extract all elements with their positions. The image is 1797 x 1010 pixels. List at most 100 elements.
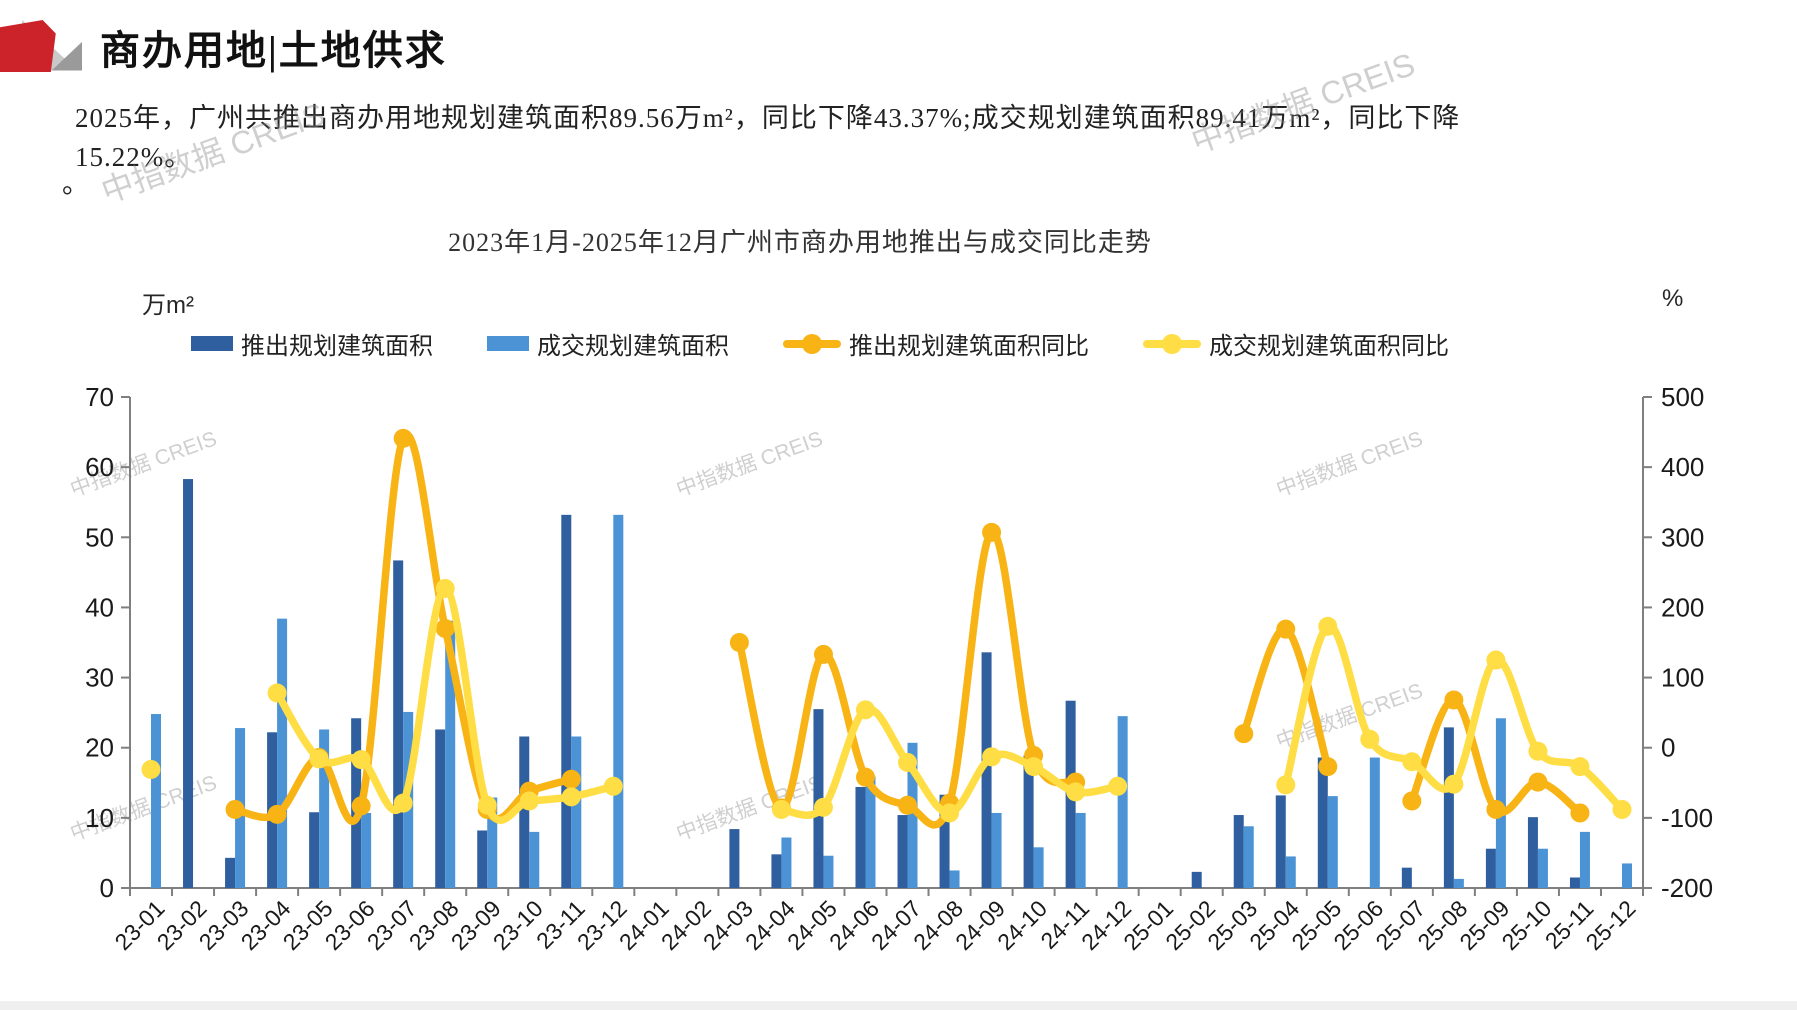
line-supply-yoy-marker [729, 633, 749, 652]
bar-supply [435, 729, 446, 888]
legend-label: 成交规划建筑面积 [537, 334, 729, 360]
bar-transaction [1369, 757, 1380, 888]
bar-supply [981, 652, 992, 888]
line-transaction-yoy-marker [898, 752, 918, 772]
line-supply-yoy-marker [1234, 724, 1254, 744]
bar-supply [771, 854, 782, 888]
bar-supply [1569, 877, 1580, 888]
bar-supply [1527, 817, 1538, 888]
bottom-strip [0, 1001, 1797, 1010]
line-transaction-yoy-marker [1360, 729, 1380, 749]
bar-supply [309, 812, 320, 888]
bar-supply [477, 830, 488, 888]
line-transaction-yoy-marker [813, 797, 833, 817]
line-supply-yoy-marker [1486, 799, 1506, 819]
line-supply-yoy-marker [855, 767, 875, 787]
bar-transaction [613, 514, 624, 888]
line-transaction-yoy-marker [267, 683, 287, 703]
line-supply-yoy-marker [267, 804, 287, 824]
logo-red-shape-icon [0, 20, 56, 72]
bar-transaction [1327, 796, 1338, 888]
left-tick-label: 10 [85, 803, 114, 833]
line-supply-yoy-marker [561, 769, 581, 789]
summary-text-line2: 。 [62, 169, 89, 199]
legend-item-supply-bar: 推出规划建筑面积 [191, 326, 433, 361]
x-tick-label: 24-10 [992, 895, 1052, 955]
bar-transaction [991, 812, 1002, 888]
line-transaction-yoy-marker [393, 793, 413, 813]
right-tick-label: 0 [1661, 733, 1675, 763]
bar-supply [519, 736, 530, 888]
bar-supply [1275, 795, 1286, 888]
creis-logo [0, 20, 82, 72]
line-transaction-yoy-marker [1444, 774, 1464, 794]
bar-transaction [823, 855, 834, 888]
line-supply-yoy-marker [982, 522, 1002, 542]
legend-item-transaction-yoy-line: 成交规划建筑面积同比 [1143, 326, 1449, 361]
bar-supply [1443, 727, 1454, 888]
bar-supply [1191, 871, 1202, 888]
line-transaction-yoy-marker [1570, 757, 1590, 777]
line-transaction-yoy-marker [1402, 752, 1422, 772]
line-supply-yoy-marker [1276, 619, 1296, 639]
bar-supply [729, 829, 740, 888]
bar-transaction [1453, 878, 1464, 888]
bar-supply [561, 514, 572, 888]
x-tick-label: 25-10 [1496, 895, 1556, 955]
transaction-yoy-line-swatch-icon [1143, 333, 1201, 354]
bar-transaction [1075, 812, 1086, 888]
bar-transaction [529, 831, 540, 888]
legend-label: 推出规划建筑面积同比 [849, 334, 1089, 360]
right-tick-label: 100 [1661, 663, 1704, 693]
line-transaction-yoy-marker [1528, 741, 1548, 761]
line-transaction-yoy-marker [1486, 650, 1506, 670]
chart-legend: 推出规划建筑面积 成交规划建筑面积 推出规划建筑面积同比 成交规划建筑面积同比 [120, 326, 1520, 361]
bar-transaction [277, 618, 288, 888]
bar-transaction [1285, 856, 1296, 888]
x-tick-label: 25-12 [1581, 895, 1641, 955]
line-supply-yoy-marker [225, 799, 245, 819]
line-supply-yoy-marker [393, 428, 413, 448]
legend-label: 成交规划建筑面积同比 [1209, 334, 1449, 360]
right-axis-unit: % [1662, 285, 1684, 312]
supply-yoy-line-swatch-icon [783, 333, 841, 354]
bar-transaction [445, 620, 456, 888]
bar-transaction [865, 776, 876, 888]
bar-transaction [151, 714, 162, 888]
x-tick-label: 23-10 [488, 895, 548, 955]
line-transaction-yoy-marker [603, 776, 623, 796]
left-axis-unit: 万m² [142, 292, 194, 319]
bar-supply [225, 857, 236, 888]
line-transaction-yoy-marker [1318, 616, 1338, 636]
bar-transaction [361, 812, 372, 888]
line-transaction-yoy-marker [771, 799, 791, 819]
bar-transaction [1621, 863, 1632, 888]
line-supply-yoy-marker [1570, 803, 1590, 823]
line-transaction-yoy-marker [940, 803, 960, 823]
line-supply-yoy-marker [813, 644, 833, 664]
bar-transaction [487, 797, 498, 888]
line-transaction-yoy-marker [982, 747, 1002, 767]
line-supply-yoy-marker [898, 795, 918, 815]
legend-item-transaction-bar: 成交规划建筑面积 [487, 326, 729, 361]
line-transaction-yoy-marker [1612, 799, 1632, 819]
bar-transaction [907, 742, 918, 888]
right-tick-label: 400 [1661, 452, 1704, 482]
left-tick-label: 60 [85, 452, 114, 482]
line-transaction-yoy-marker [1024, 757, 1044, 777]
bar-supply [1023, 755, 1034, 888]
right-tick-label: 200 [1661, 592, 1704, 622]
bar-transaction [1033, 847, 1044, 888]
left-tick-label: 20 [85, 733, 114, 763]
legend-label: 推出规划建筑面积 [241, 334, 433, 360]
right-tick-label: -200 [1661, 873, 1713, 903]
bar-transaction [571, 736, 582, 888]
bar-supply [1317, 757, 1328, 888]
line-supply-yoy-marker [1318, 757, 1338, 777]
legend-item-supply-yoy-line: 推出规划建筑面积同比 [783, 326, 1089, 361]
bar-supply [813, 709, 824, 888]
left-tick-label: 30 [85, 663, 114, 693]
bar-transaction [781, 837, 792, 888]
bar-transaction [319, 729, 330, 888]
